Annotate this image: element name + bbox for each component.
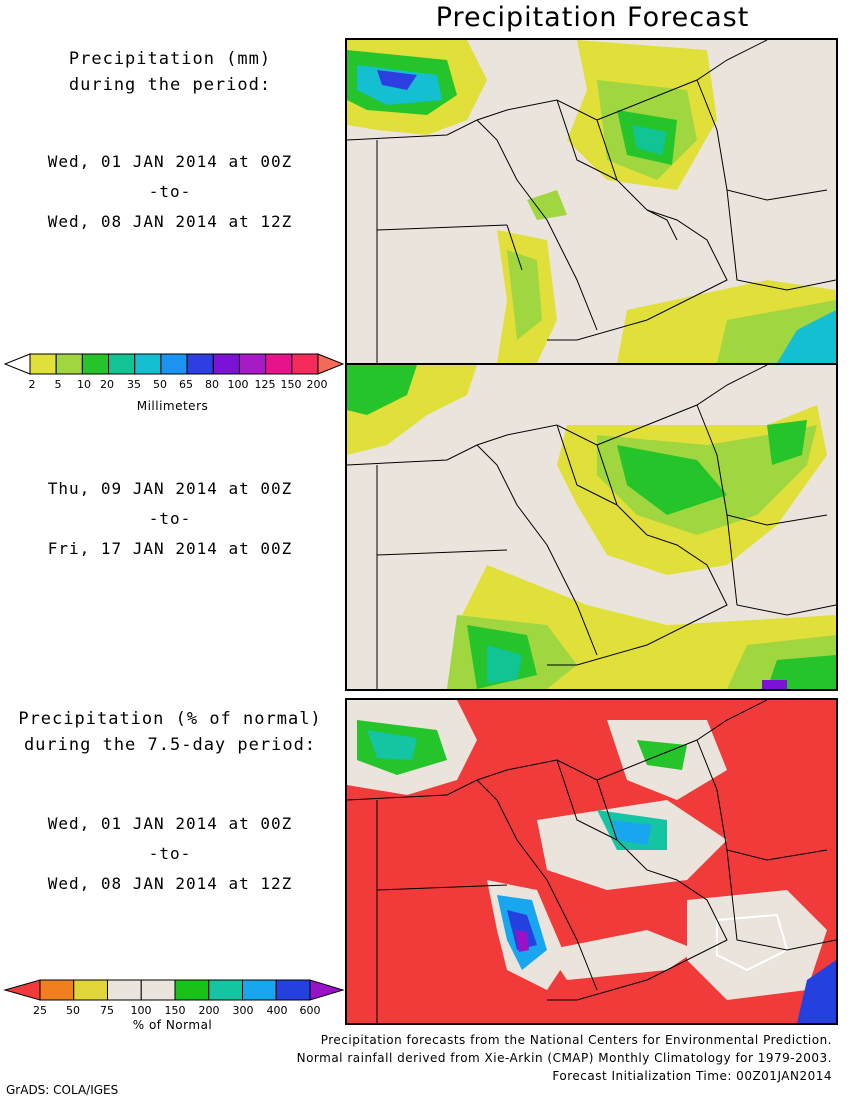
colorbar-mm-label: 50 (153, 378, 167, 391)
colorbar-mm-label: 100 (227, 378, 249, 391)
colorbar-percent-cells (39, 979, 311, 1001)
colorbar-mm-cell (291, 353, 319, 375)
percent-shading (347, 700, 836, 1023)
colorbar-mm-label: 150 (280, 378, 302, 391)
colorbar-mm-high-arrow (317, 353, 345, 375)
colorbar-percent (3, 979, 345, 1001)
colorbar-percent-low-arrow (3, 979, 41, 1001)
page-title: Precipitation Forecast (435, 2, 750, 33)
colorbar-percent-label: 150 (164, 1004, 186, 1017)
colorbar-percent-label: 300 (232, 1004, 254, 1017)
map-panel-week1-mm (345, 38, 838, 365)
colorbar-mm (3, 353, 345, 375)
country-borders (347, 365, 836, 689)
country-borders (347, 40, 836, 363)
colorbar-mm-cell (108, 353, 136, 375)
panel3-end-date: Wed, 08 JAN 2014 at 12Z (47, 874, 293, 893)
panel1-to: -to- (148, 182, 192, 201)
map-panel-week2-mm (345, 363, 838, 691)
map-panel-percent-normal (345, 698, 838, 1025)
colorbar-mm-label: 5 (54, 378, 62, 391)
country-borders (347, 700, 836, 1023)
footer-notes: Precipitation forecasts from the Nationa… (297, 1031, 832, 1085)
panel3-heading: Precipitation (% of normal) during the 7… (0, 706, 340, 758)
panel1-heading-line2: during the period: (68, 75, 272, 95)
panel3-heading-line2: during the 7.5-day period: (23, 735, 317, 755)
panel2-start-date: Thu, 09 JAN 2014 at 00Z (47, 479, 293, 498)
colorbar-percent-cell (140, 979, 176, 1001)
colorbar-percent-labels: 25 50 75 100 150 200 300 400 600 (0, 1004, 345, 1018)
grads-credit: GrADS: COLA/IGES (6, 1083, 119, 1097)
panel1-heading-line1: Precipitation (mm) (68, 49, 272, 69)
colorbar-mm-label: 80 (205, 378, 219, 391)
colorbar-percent-cell (73, 979, 108, 1001)
footer-line2: Normal rainfall derived from Xie-Arkin (… (296, 1051, 832, 1065)
colorbar-percent-label: 200 (198, 1004, 220, 1017)
colorbar-percent-label: 600 (299, 1004, 321, 1017)
colorbar-mm-cells (29, 353, 319, 375)
colorbar-mm-cell (265, 353, 293, 375)
colorbar-percent-label: 100 (130, 1004, 152, 1017)
precip-shading (347, 40, 836, 363)
colorbar-mm-cell (55, 353, 83, 375)
footer-line1: Precipitation forecasts from the Nationa… (320, 1033, 832, 1047)
colorbar-mm-label: 125 (254, 378, 276, 391)
map-week2-precip (347, 365, 836, 689)
colorbar-mm-cell (81, 353, 110, 375)
colorbar-percent-label: 75 (100, 1004, 114, 1017)
colorbar-mm-cell (212, 353, 240, 375)
colorbar-percent-high-arrow (309, 979, 345, 1001)
colorbar-mm-label: 10 (77, 378, 91, 391)
colorbar-mm-label: 35 (127, 378, 141, 391)
footer-line3: Forecast Initialization Time: 00Z01JAN20… (552, 1069, 832, 1083)
colorbar-mm-cell (186, 353, 214, 375)
colorbar-percent-label: 50 (66, 1004, 80, 1017)
map-week1-precip (347, 40, 836, 363)
panel1-end-date: Wed, 08 JAN 2014 at 12Z (47, 212, 293, 231)
panel3-to: -to- (148, 844, 192, 863)
colorbar-mm-label: 65 (179, 378, 193, 391)
panel1-heading: Precipitation (mm) during the period: (0, 46, 340, 98)
colorbar-percent-label: 400 (266, 1004, 288, 1017)
colorbar-mm-cell (238, 353, 267, 375)
colorbar-mm-cell (29, 353, 57, 375)
panel1-start-date: Wed, 01 JAN 2014 at 00Z (47, 152, 293, 171)
colorbar-mm-label: 2 (28, 378, 36, 391)
colorbar-mm-label: 200 (306, 378, 328, 391)
colorbar-mm-cell (160, 353, 188, 375)
colorbar-mm-low-arrow (3, 353, 31, 375)
colorbar-percent-title: % of Normal (132, 1018, 213, 1032)
colorbar-percent-cell (275, 979, 311, 1001)
colorbar-mm-title: Millimeters (136, 399, 209, 413)
colorbar-percent-cell (242, 979, 277, 1001)
panel2-end-date: Fri, 17 JAN 2014 at 00Z (47, 539, 293, 558)
colorbar-mm-cell (134, 353, 162, 375)
colorbar-mm-labels: 2 5 10 20 35 50 65 80 100 125 150 200 (0, 378, 345, 392)
colorbar-percent-cell (39, 979, 75, 1001)
panel3-heading-line1: Precipitation (% of normal) (18, 709, 322, 729)
colorbar-percent-cell (174, 979, 210, 1001)
colorbar-percent-cell (208, 979, 243, 1001)
colorbar-percent-label: 25 (33, 1004, 47, 1017)
precip-shading (347, 365, 836, 689)
panel3-start-date: Wed, 01 JAN 2014 at 00Z (47, 814, 293, 833)
panel2-to: -to- (148, 509, 192, 528)
colorbar-percent-cell (107, 979, 142, 1001)
map-percent-normal (347, 700, 836, 1023)
colorbar-mm-label: 20 (100, 378, 114, 391)
